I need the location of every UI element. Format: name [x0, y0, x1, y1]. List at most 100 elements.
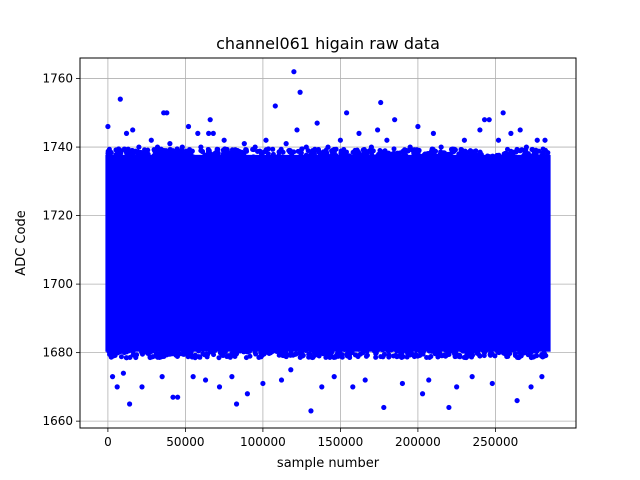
data-point [244, 391, 250, 397]
data-point [487, 154, 493, 160]
data-point [438, 144, 444, 150]
data-point [411, 152, 417, 158]
data-point [343, 149, 349, 155]
data-point [117, 152, 123, 158]
data-point [108, 354, 114, 360]
data-point [272, 347, 278, 353]
y-tick-label: 1740 [42, 140, 73, 154]
chart-title: channel061 higain raw data [216, 34, 440, 53]
data-point [461, 150, 467, 156]
dense-sample-band [105, 154, 551, 352]
data-point [500, 350, 506, 356]
data-point [234, 350, 240, 356]
data-point [421, 348, 427, 354]
data-point [443, 353, 449, 359]
data-point [143, 149, 149, 155]
data-point [175, 394, 181, 400]
data-point [176, 351, 182, 357]
data-point [352, 150, 358, 156]
data-point [477, 352, 483, 358]
data-point [192, 352, 198, 358]
data-point [371, 348, 377, 354]
data-point [310, 149, 316, 155]
x-tick-label: 150000 [317, 435, 363, 449]
data-point [188, 351, 194, 357]
data-point [346, 153, 352, 159]
data-point [386, 150, 392, 156]
y-tick-label: 1760 [42, 72, 73, 86]
data-point [288, 352, 294, 358]
data-point [311, 349, 317, 355]
data-point [123, 355, 129, 361]
data-point [195, 130, 201, 136]
data-point [504, 151, 510, 157]
data-point [504, 146, 510, 152]
data-point [278, 377, 285, 383]
data-point [340, 152, 346, 158]
data-point [399, 355, 405, 361]
data-point [519, 147, 525, 153]
data-point [304, 153, 310, 159]
data-point [247, 348, 253, 354]
data-point [288, 367, 294, 373]
data-point [170, 347, 176, 353]
data-point [350, 384, 356, 390]
y-tick-label: 1660 [42, 414, 73, 428]
data-point [265, 146, 271, 152]
data-point [291, 149, 297, 155]
data-point [469, 354, 475, 360]
data-point [184, 154, 190, 160]
data-point [454, 384, 460, 390]
data-point [263, 137, 269, 143]
data-point [391, 146, 397, 152]
data-point [258, 354, 264, 360]
data-point [545, 150, 551, 156]
data-point [198, 148, 204, 154]
data-point [451, 146, 457, 152]
data-point [139, 349, 145, 355]
data-point [362, 377, 368, 383]
data-point [241, 152, 247, 158]
data-point [175, 346, 181, 352]
data-point [222, 349, 228, 355]
data-point [427, 354, 433, 360]
data-point [446, 404, 452, 411]
x-tick-label: 100000 [240, 435, 286, 449]
data-point [279, 154, 285, 160]
data-point [481, 117, 488, 123]
data-point [258, 149, 264, 155]
data-point [328, 352, 334, 358]
x-tick-label: 250000 [472, 435, 518, 449]
data-point [486, 117, 492, 123]
data-point [373, 354, 379, 360]
x-tick-label: 0 [104, 435, 112, 449]
data-point [429, 348, 435, 354]
data-point [300, 353, 306, 359]
data-point [522, 153, 528, 159]
data-point [384, 137, 390, 143]
data-point [217, 154, 223, 160]
data-point [508, 130, 514, 136]
data-point [233, 401, 240, 407]
data-point [198, 144, 204, 150]
data-point [514, 397, 520, 404]
data-point [127, 401, 133, 407]
data-point [216, 384, 223, 390]
data-point [119, 348, 125, 354]
data-point [241, 349, 247, 355]
data-point [330, 154, 336, 160]
data-point [333, 146, 339, 152]
data-point [206, 130, 212, 136]
data-point [320, 351, 326, 357]
data-point [118, 354, 124, 360]
data-point [202, 377, 209, 383]
data-point [229, 351, 235, 357]
data-point [382, 154, 388, 160]
data-point [283, 349, 289, 355]
data-point [477, 127, 483, 133]
data-point [377, 152, 383, 158]
data-point [152, 150, 158, 156]
data-point [150, 347, 156, 353]
data-point [154, 144, 161, 150]
data-point [148, 137, 154, 143]
